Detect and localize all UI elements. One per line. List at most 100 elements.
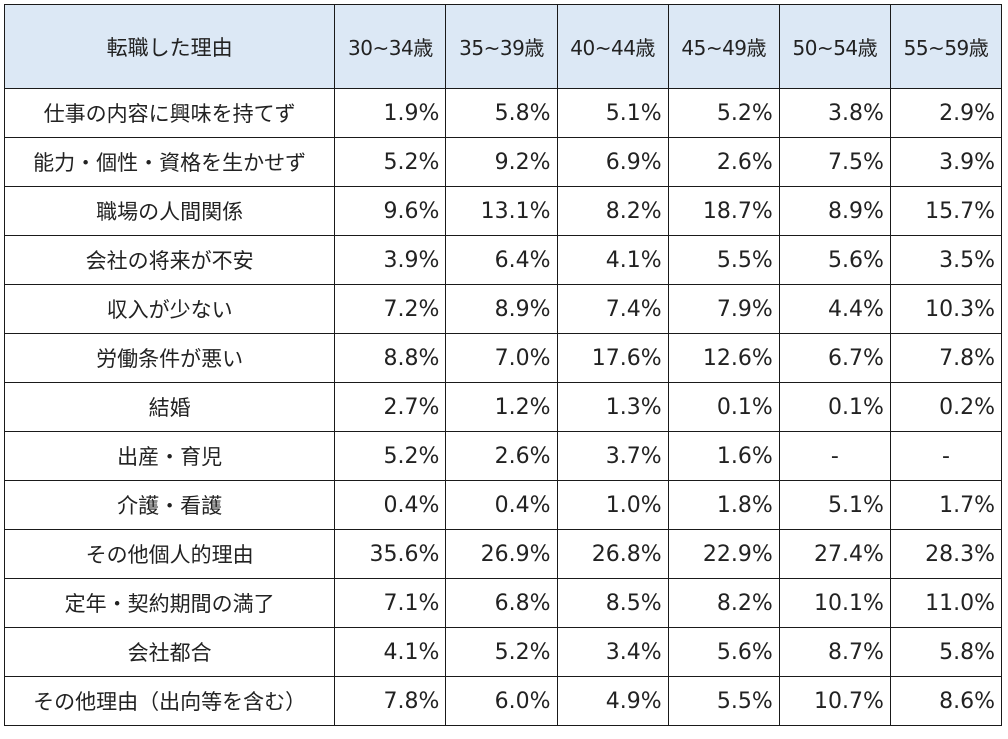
percentage-cell: 0.2%: [889, 382, 1003, 432]
percentage-cell: -: [889, 431, 1003, 481]
age-column-header: 50~54歳: [778, 4, 891, 89]
percentage-cell: 6.7%: [778, 333, 891, 383]
percentage-cell: 6.9%: [556, 137, 669, 187]
reason-cell: 出産・育児: [3, 431, 336, 481]
percentage-cell: 18.7%: [667, 186, 780, 236]
percentage-cell: 1.8%: [667, 480, 780, 530]
percentage-cell: 5.1%: [556, 88, 669, 138]
age-column-header: 30~34歳: [334, 4, 447, 89]
percentage-cell: 7.1%: [334, 578, 447, 628]
table-row: 会社都合 4.1% 5.2% 3.4% 5.6% 8.7% 5.8%: [3, 627, 1003, 677]
percentage-cell: 3.9%: [889, 137, 1003, 187]
percentage-cell: 5.1%: [778, 480, 891, 530]
percentage-cell: 9.2%: [445, 137, 558, 187]
percentage-cell: 13.1%: [445, 186, 558, 236]
percentage-cell: 5.2%: [334, 137, 447, 187]
percentage-cell: 8.6%: [889, 676, 1003, 726]
table-row: 能力・個性・資格を生かせず 5.2% 9.2% 6.9% 2.6% 7.5% 3.9%: [3, 137, 1003, 187]
header-row: 転職した理由 30~34歳 35~39歳 40~44歳 45~49歳 50~54…: [3, 4, 1003, 89]
percentage-cell: 8.9%: [445, 284, 558, 334]
percentage-cell: 8.2%: [667, 578, 780, 628]
percentage-cell: 26.8%: [556, 529, 669, 579]
reason-cell: 介護・看護: [3, 480, 336, 530]
percentage-cell: 17.6%: [556, 333, 669, 383]
percentage-cell: 7.8%: [889, 333, 1003, 383]
reason-cell: 結婚: [3, 382, 336, 432]
percentage-cell: 7.8%: [334, 676, 447, 726]
percentage-cell: 7.0%: [445, 333, 558, 383]
reason-column-header: 転職した理由: [3, 4, 336, 89]
percentage-cell: 0.4%: [334, 480, 447, 530]
reason-cell: 会社の将来が不安: [3, 235, 336, 285]
percentage-cell: 10.3%: [889, 284, 1003, 334]
percentage-cell: 15.7%: [889, 186, 1003, 236]
percentage-cell: 1.9%: [334, 88, 447, 138]
percentage-cell: 5.8%: [445, 88, 558, 138]
percentage-cell: 5.5%: [667, 676, 780, 726]
percentage-cell: 2.9%: [889, 88, 1003, 138]
percentage-cell: 12.6%: [667, 333, 780, 383]
percentage-cell: 3.5%: [889, 235, 1003, 285]
percentage-cell: 7.5%: [778, 137, 891, 187]
table-row: 会社の将来が不安 3.9% 6.4% 4.1% 5.5% 5.6% 3.5%: [3, 235, 1003, 285]
age-column-header: 45~49歳: [667, 4, 780, 89]
reason-cell: その他理由（出向等を含む）: [3, 676, 336, 726]
table-row: 仕事の内容に興味を持てず 1.9% 5.8% 5.1% 5.2% 3.8% 2.9%: [3, 88, 1003, 138]
percentage-cell: 7.2%: [334, 284, 447, 334]
reason-cell: 労働条件が悪い: [3, 333, 336, 383]
percentage-cell: 6.8%: [445, 578, 558, 628]
reason-cell: 仕事の内容に興味を持てず: [3, 88, 336, 138]
percentage-cell: 1.2%: [445, 382, 558, 432]
percentage-cell: 1.0%: [556, 480, 669, 530]
percentage-cell: 5.2%: [667, 88, 780, 138]
percentage-cell: 3.7%: [556, 431, 669, 481]
percentage-cell: 2.7%: [334, 382, 447, 432]
age-column-header: 35~39歳: [445, 4, 558, 89]
percentage-cell: 26.9%: [445, 529, 558, 579]
percentage-cell: 5.6%: [778, 235, 891, 285]
percentage-cell: 0.1%: [778, 382, 891, 432]
reason-cell: 定年・契約期間の満了: [3, 578, 336, 628]
percentage-cell: 11.0%: [889, 578, 1003, 628]
percentage-cell: -: [778, 431, 891, 481]
percentage-cell: 5.8%: [889, 627, 1003, 677]
percentage-cell: 8.2%: [556, 186, 669, 236]
percentage-cell: 28.3%: [889, 529, 1003, 579]
reason-cell: 収入が少ない: [3, 284, 336, 334]
percentage-cell: 6.4%: [445, 235, 558, 285]
percentage-cell: 5.5%: [667, 235, 780, 285]
table-row: その他理由（出向等を含む） 7.8% 6.0% 4.9% 5.5% 10.7% 8.6%: [3, 676, 1003, 726]
percentage-cell: 8.5%: [556, 578, 669, 628]
percentage-cell: 1.3%: [556, 382, 669, 432]
percentage-cell: 4.1%: [334, 627, 447, 677]
percentage-cell: 9.6%: [334, 186, 447, 236]
reason-cell: 能力・個性・資格を生かせず: [3, 137, 336, 187]
percentage-cell: 6.0%: [445, 676, 558, 726]
percentage-cell: 8.7%: [778, 627, 891, 677]
table-row: 労働条件が悪い 8.8% 7.0% 17.6% 12.6% 6.7% 7.8%: [3, 333, 1003, 383]
percentage-cell: 2.6%: [445, 431, 558, 481]
percentage-cell: 10.7%: [778, 676, 891, 726]
percentage-cell: 27.4%: [778, 529, 891, 579]
table-row: 出産・育児 5.2% 2.6% 3.7% 1.6% - -: [3, 431, 1003, 481]
table-row: 収入が少ない 7.2% 8.9% 7.4% 7.9% 4.4% 10.3%: [3, 284, 1003, 334]
job-change-reasons-table: 転職した理由 30~34歳 35~39歳 40~44歳 45~49歳 50~54…: [3, 4, 1003, 726]
percentage-cell: 3.8%: [778, 88, 891, 138]
percentage-cell: 10.1%: [778, 578, 891, 628]
table-row: 介護・看護 0.4% 0.4% 1.0% 1.8% 5.1% 1.7%: [3, 480, 1003, 530]
percentage-cell: 0.1%: [667, 382, 780, 432]
percentage-cell: 2.6%: [667, 137, 780, 187]
reason-cell: 職場の人間関係: [3, 186, 336, 236]
percentage-cell: 0.4%: [445, 480, 558, 530]
percentage-cell: 7.4%: [556, 284, 669, 334]
table-row: 職場の人間関係 9.6% 13.1% 8.2% 18.7% 8.9% 15.7%: [3, 186, 1003, 236]
percentage-cell: 1.6%: [667, 431, 780, 481]
percentage-cell: 1.7%: [889, 480, 1003, 530]
percentage-cell: 8.9%: [778, 186, 891, 236]
percentage-cell: 5.6%: [667, 627, 780, 677]
percentage-cell: 35.6%: [334, 529, 447, 579]
percentage-cell: 5.2%: [445, 627, 558, 677]
table-body: 仕事の内容に興味を持てず 1.9% 5.8% 5.1% 5.2% 3.8% 2.9% 能力・個…: [3, 88, 1003, 726]
percentage-cell: 3.4%: [556, 627, 669, 677]
table-row: 定年・契約期間の満了 7.1% 6.8% 8.5% 8.2% 10.1% 11.0%: [3, 578, 1003, 628]
